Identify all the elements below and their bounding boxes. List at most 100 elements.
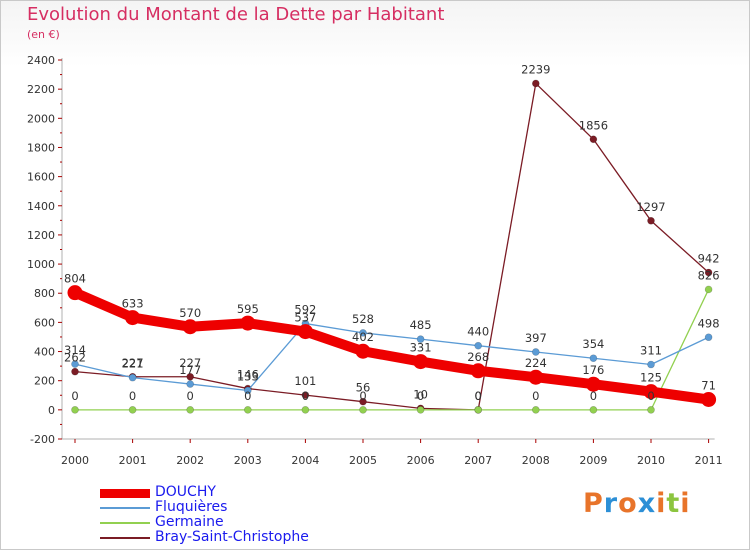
data-point xyxy=(643,384,659,400)
data-point xyxy=(647,216,655,225)
data-label: 331 xyxy=(410,341,432,355)
data-label: 268 xyxy=(467,350,489,364)
data-label: 0 xyxy=(71,389,78,403)
data-label: 56 xyxy=(356,381,371,395)
data-label: 826 xyxy=(698,268,720,282)
data-point xyxy=(301,406,310,414)
data-label: 0 xyxy=(302,389,309,403)
x-tick-label: 2005 xyxy=(349,454,377,467)
data-label: 0 xyxy=(187,389,194,403)
y-tick-label: 0 xyxy=(48,404,55,417)
data-label: 0 xyxy=(417,389,424,403)
data-label: 485 xyxy=(410,318,432,332)
data-label: 537 xyxy=(294,311,316,325)
x-tick-label: 2002 xyxy=(176,454,204,467)
data-point xyxy=(71,367,79,376)
data-point xyxy=(244,386,252,395)
data-point xyxy=(182,319,198,335)
x-tick-label: 2003 xyxy=(234,454,262,467)
data-point xyxy=(359,397,367,406)
y-tick-label: 2000 xyxy=(27,112,55,125)
legend-swatch xyxy=(100,488,150,498)
data-point xyxy=(704,285,713,294)
data-label: 0 xyxy=(647,389,654,403)
x-tick-label: 2001 xyxy=(119,454,147,467)
data-label: 1297 xyxy=(636,200,665,214)
data-label: 942 xyxy=(698,252,720,266)
data-point xyxy=(359,329,367,337)
data-point xyxy=(301,391,310,399)
data-point xyxy=(470,363,486,379)
data-point xyxy=(128,406,137,414)
series-line-2 xyxy=(74,288,710,411)
x-tick-label: 2010 xyxy=(637,454,665,467)
data-label: 71 xyxy=(701,378,716,392)
y-tick-label: 1400 xyxy=(27,200,55,213)
x-tick-label: 2009 xyxy=(579,454,607,467)
y-tick-label: 1000 xyxy=(27,258,55,271)
data-point xyxy=(589,406,598,414)
data-label: 262 xyxy=(64,351,86,365)
data-point xyxy=(355,343,371,359)
data-point xyxy=(647,406,655,414)
data-label: 1856 xyxy=(579,118,608,132)
data-point xyxy=(531,348,540,356)
y-tick-label: 1800 xyxy=(27,141,55,154)
data-point xyxy=(701,391,717,407)
x-tick-label: 2008 xyxy=(522,454,550,467)
data-point xyxy=(531,406,540,414)
x-tick-label: 2004 xyxy=(291,454,319,467)
data-point xyxy=(125,310,141,326)
legend-label: Germaine xyxy=(155,514,224,530)
y-tick-label: 400 xyxy=(34,346,55,359)
data-point xyxy=(71,406,79,414)
series-line-0 xyxy=(70,287,714,405)
data-label: 0 xyxy=(475,389,482,403)
data-label: 133 xyxy=(237,369,259,383)
y-tick-label: 1200 xyxy=(27,229,55,242)
data-label: 592 xyxy=(294,303,316,317)
data-label: 125 xyxy=(640,371,662,385)
data-label: 224 xyxy=(525,356,547,370)
data-label: 498 xyxy=(698,316,720,330)
data-label: 354 xyxy=(582,337,604,351)
y-tick-label: 2200 xyxy=(27,83,55,96)
data-label: 177 xyxy=(179,363,201,377)
data-label: 0 xyxy=(532,389,539,403)
series-line-3 xyxy=(74,82,710,411)
legend-label: Fluquières xyxy=(155,499,228,515)
x-tick-label: 2007 xyxy=(464,454,492,467)
data-point xyxy=(244,406,252,414)
legend-label: Bray-Saint-Christophe xyxy=(155,529,309,545)
y-tick-label: -200 xyxy=(30,433,55,446)
legend-label: DOUCHY xyxy=(155,484,216,500)
legend-swatch xyxy=(100,537,150,539)
data-label: 0 xyxy=(359,389,366,403)
data-label: 227 xyxy=(179,356,201,370)
data-point xyxy=(647,360,655,369)
data-label: 314 xyxy=(64,343,86,357)
data-label: 0 xyxy=(590,389,597,403)
data-label: 595 xyxy=(237,302,259,316)
data-label: 101 xyxy=(294,374,316,388)
data-label: 633 xyxy=(122,297,144,311)
data-point xyxy=(528,369,544,385)
data-point xyxy=(413,354,429,370)
chart-unit: (en €) xyxy=(27,28,60,41)
data-point xyxy=(589,135,598,144)
data-label: 0 xyxy=(244,389,251,403)
series-line-1 xyxy=(74,322,710,392)
data-label: 2239 xyxy=(521,62,550,76)
data-point xyxy=(474,341,483,350)
x-tick-label: 2000 xyxy=(61,454,89,467)
chart-title: Evolution du Montant de la Dette par Hab… xyxy=(27,4,445,25)
data-label: 146 xyxy=(237,368,259,382)
legend-swatch xyxy=(100,507,150,509)
data-label: 570 xyxy=(179,306,201,320)
legend-swatch xyxy=(100,522,150,524)
data-point xyxy=(186,406,194,414)
y-tick-label: 600 xyxy=(34,316,55,329)
data-point xyxy=(359,406,367,414)
